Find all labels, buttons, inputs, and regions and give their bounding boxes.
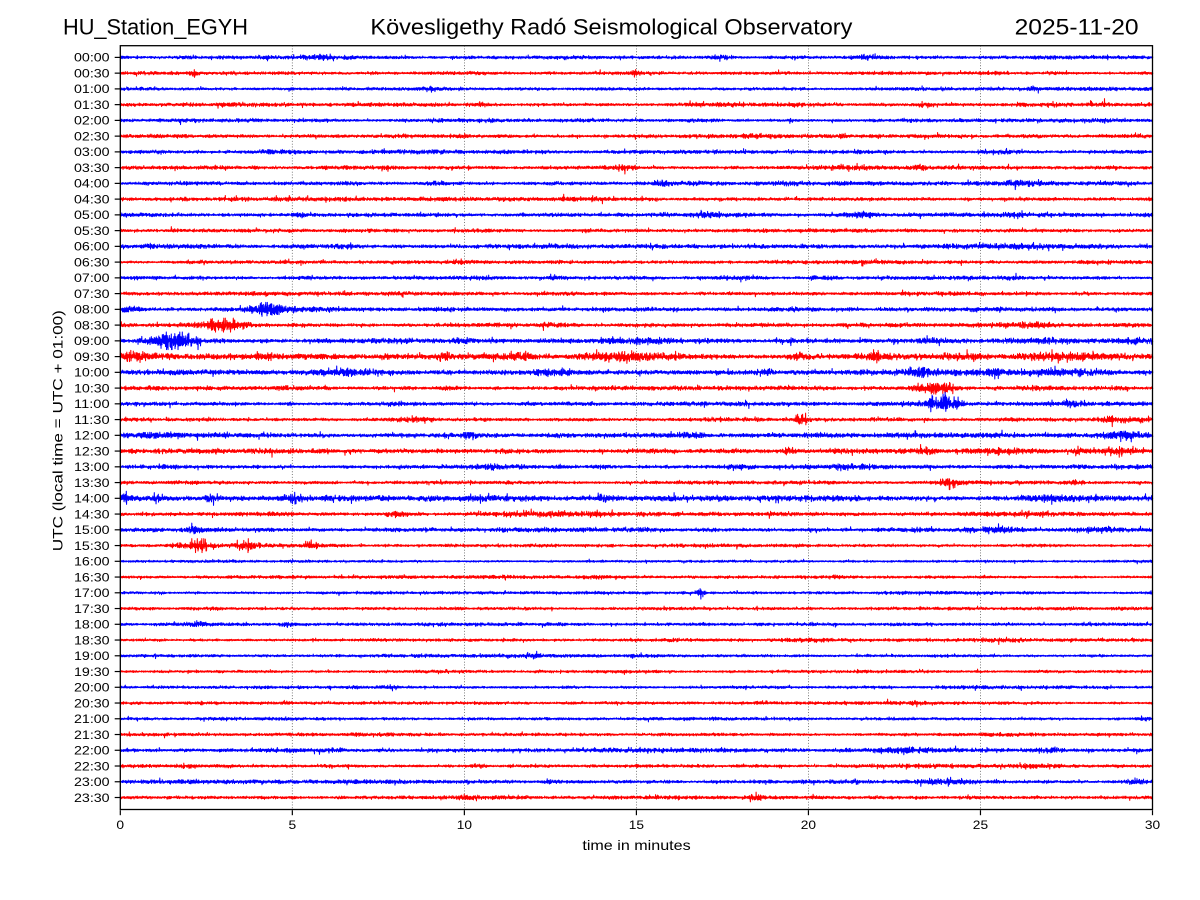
svg-text:19:00: 19:00 — [74, 649, 110, 663]
svg-text:17:00: 17:00 — [74, 586, 110, 600]
svg-text:16:30: 16:30 — [74, 570, 110, 584]
svg-text:12:30: 12:30 — [74, 444, 110, 458]
svg-text:12:00: 12:00 — [74, 429, 110, 443]
svg-text:15:30: 15:30 — [74, 539, 110, 553]
svg-text:06:30: 06:30 — [74, 255, 110, 269]
svg-text:22:30: 22:30 — [74, 759, 110, 773]
svg-text:02:00: 02:00 — [74, 114, 110, 128]
svg-text:HU_Station_EGYH: HU_Station_EGYH — [63, 15, 248, 40]
svg-text:03:00: 03:00 — [74, 145, 110, 159]
svg-text:13:00: 13:00 — [74, 460, 110, 474]
svg-text:05:00: 05:00 — [74, 208, 110, 222]
svg-text:10: 10 — [457, 818, 473, 832]
svg-text:11:30: 11:30 — [74, 413, 110, 427]
svg-text:14:30: 14:30 — [74, 507, 110, 521]
svg-text:07:30: 07:30 — [74, 287, 110, 301]
svg-text:2025-11-20: 2025-11-20 — [1015, 15, 1139, 40]
svg-text:15:00: 15:00 — [74, 523, 110, 537]
svg-text:13:30: 13:30 — [74, 476, 110, 490]
svg-text:23:30: 23:30 — [74, 791, 110, 805]
svg-text:20:00: 20:00 — [74, 681, 110, 695]
svg-text:06:00: 06:00 — [74, 240, 110, 254]
svg-text:15: 15 — [629, 818, 645, 832]
svg-text:21:30: 21:30 — [74, 728, 110, 742]
svg-text:07:00: 07:00 — [74, 271, 110, 285]
svg-text:25: 25 — [973, 818, 989, 832]
svg-text:23:00: 23:00 — [74, 775, 110, 789]
svg-text:UTC (local time = UTC + 01:00): UTC (local time = UTC + 01:00) — [50, 310, 66, 551]
svg-text:09:00: 09:00 — [74, 334, 110, 348]
svg-text:05:30: 05:30 — [74, 224, 110, 238]
svg-text:02:30: 02:30 — [74, 129, 110, 143]
svg-text:30: 30 — [1145, 818, 1161, 832]
svg-text:5: 5 — [288, 818, 296, 832]
svg-text:08:00: 08:00 — [74, 303, 110, 317]
svg-text:0: 0 — [116, 818, 124, 832]
svg-text:08:30: 08:30 — [74, 318, 110, 332]
svg-text:18:30: 18:30 — [74, 633, 110, 647]
svg-text:21:00: 21:00 — [74, 712, 110, 726]
svg-text:00:30: 00:30 — [74, 66, 110, 80]
svg-text:10:00: 10:00 — [74, 366, 110, 380]
svg-text:18:00: 18:00 — [74, 618, 110, 632]
svg-text:22:00: 22:00 — [74, 744, 110, 758]
svg-text:time in minutes: time in minutes — [582, 837, 690, 853]
svg-text:04:00: 04:00 — [74, 177, 110, 191]
svg-text:19:30: 19:30 — [74, 665, 110, 679]
svg-text:00:00: 00:00 — [74, 51, 110, 65]
svg-text:20: 20 — [801, 818, 817, 832]
svg-text:Kövesligethy Radó Seismologica: Kövesligethy Radó Seismological Observat… — [370, 15, 852, 40]
svg-text:17:30: 17:30 — [74, 602, 110, 616]
svg-text:14:00: 14:00 — [74, 492, 110, 506]
svg-text:09:30: 09:30 — [74, 350, 110, 364]
svg-text:01:30: 01:30 — [74, 98, 110, 112]
svg-text:20:30: 20:30 — [74, 696, 110, 710]
svg-text:11:00: 11:00 — [74, 397, 110, 411]
svg-text:04:30: 04:30 — [74, 192, 110, 206]
svg-text:01:00: 01:00 — [74, 82, 110, 96]
svg-text:10:30: 10:30 — [74, 381, 110, 395]
svg-text:03:30: 03:30 — [74, 161, 110, 175]
svg-text:16:00: 16:00 — [74, 555, 110, 569]
